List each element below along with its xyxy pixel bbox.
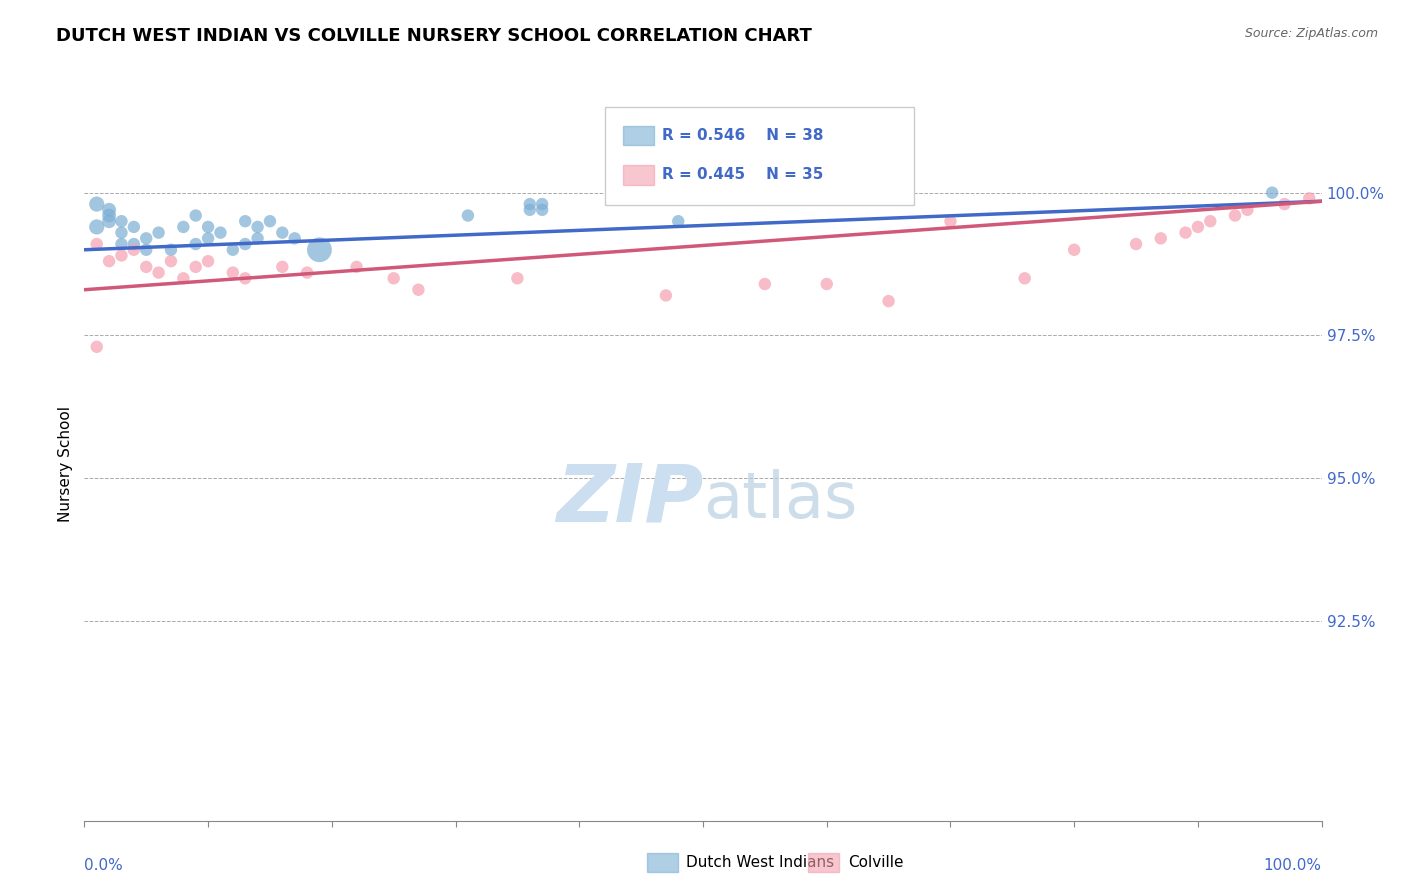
Point [110,248,132,262]
Point [122,237,145,252]
Point [222,243,245,257]
Point [98,254,121,268]
Point [531,197,554,211]
Text: atlas: atlas [703,468,858,531]
Point [197,254,219,268]
Point [172,271,194,285]
Point [457,209,479,223]
Point [519,197,541,211]
Point [122,219,145,234]
Point [98,202,121,217]
Point [1125,237,1147,252]
Point [666,214,689,228]
Point [1150,231,1173,245]
Point [122,243,145,257]
Point [222,266,245,280]
Point [271,260,294,274]
Point [86,197,108,211]
Point [271,226,294,240]
Point [184,260,207,274]
Point [86,237,108,252]
Point [1274,197,1296,211]
Point [184,237,207,252]
Point [295,266,318,280]
Point [1261,186,1284,200]
Point [110,214,132,228]
Text: R = 0.546    N = 38: R = 0.546 N = 38 [662,128,824,143]
Point [259,214,281,228]
Point [1199,214,1222,228]
Point [1298,191,1320,205]
Point [86,340,108,354]
Point [382,271,405,285]
Point [1223,209,1246,223]
Point [246,231,269,245]
Point [754,277,776,291]
Point [877,186,900,200]
Point [1063,243,1085,257]
Y-axis label: Nursery School: Nursery School [58,406,73,522]
Text: ZIP: ZIP [555,460,703,539]
Point [1014,271,1036,285]
Point [148,266,170,280]
Point [98,209,121,223]
Point [1236,202,1258,217]
Point [939,214,962,228]
Point [135,260,157,274]
Point [86,219,108,234]
Point [160,254,183,268]
Point [815,277,838,291]
Text: DUTCH WEST INDIAN VS COLVILLE NURSERY SCHOOL CORRELATION CHART: DUTCH WEST INDIAN VS COLVILLE NURSERY SC… [56,27,813,45]
Point [877,294,900,309]
Point [160,243,183,257]
Point [655,288,678,302]
Text: R = 0.445    N = 35: R = 0.445 N = 35 [662,168,824,182]
Point [184,209,207,223]
Point [172,219,194,234]
Point [135,243,157,257]
Point [233,237,256,252]
Point [408,283,430,297]
Point [308,243,330,257]
Point [233,271,256,285]
Point [148,226,170,240]
Text: Colville: Colville [848,855,903,870]
Point [346,260,368,274]
Point [531,202,554,217]
Point [284,231,307,245]
Point [98,214,121,228]
Text: Source: ZipAtlas.com: Source: ZipAtlas.com [1244,27,1378,40]
Text: 0.0%: 0.0% [84,858,124,872]
Point [209,226,232,240]
Point [110,226,132,240]
Point [519,202,541,217]
Point [110,237,132,252]
Text: 100.0%: 100.0% [1264,858,1322,872]
Point [246,219,269,234]
Point [135,231,157,245]
Point [1187,219,1209,234]
Text: Dutch West Indians: Dutch West Indians [686,855,834,870]
Point [877,191,900,205]
Point [1174,226,1197,240]
Point [233,214,256,228]
Point [506,271,529,285]
Point [197,219,219,234]
Point [197,231,219,245]
